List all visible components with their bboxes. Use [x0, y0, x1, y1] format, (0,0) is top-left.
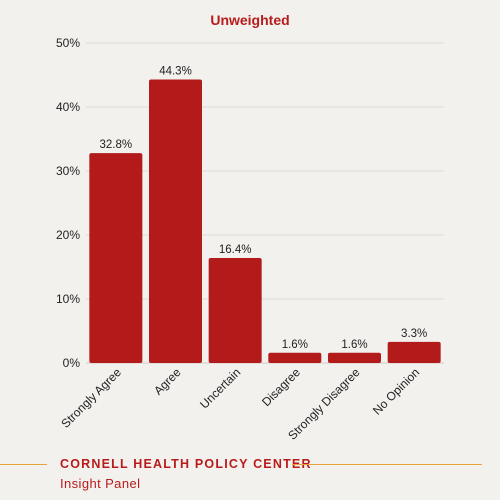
bar — [328, 352, 381, 363]
bar-value-label: 32.8% — [100, 139, 133, 151]
bar-chart: Unweighted 0% 10% 20% 30% 40% 50% 32.8% Strongl… — [56, 12, 444, 443]
chart-title: Unweighted — [210, 12, 289, 28]
y-tick-label: 50% — [56, 36, 80, 50]
y-tick-label: 40% — [56, 100, 80, 114]
bar — [268, 352, 322, 363]
y-tick-label: 0% — [63, 356, 81, 370]
bar — [387, 341, 441, 363]
x-tick-label: Disagree — [259, 365, 303, 409]
bar-value-label: 1.6% — [341, 339, 367, 351]
bar — [149, 79, 202, 363]
x-tick-label: Agree — [151, 365, 184, 398]
x-tick-label: Uncertain — [197, 365, 243, 411]
bar — [208, 258, 262, 363]
y-tick-label: 20% — [56, 228, 80, 242]
footer-rule-right — [292, 464, 482, 465]
bar-value-label: 16.4% — [219, 244, 252, 256]
footer-subtitle: Insight Panel — [60, 476, 141, 491]
footer-organization: CORNELL HEALTH POLICY CENTER — [60, 457, 312, 471]
y-tick-label: 10% — [56, 292, 80, 306]
x-tick-label: No Opinion — [370, 365, 422, 417]
footer-rule-left — [0, 464, 47, 465]
x-tick-label: Strongly Agree — [58, 365, 124, 431]
bar — [89, 153, 143, 363]
bar-value-label: 44.3% — [159, 65, 192, 77]
y-tick-label: 30% — [56, 164, 80, 178]
bar-value-label: 1.6% — [282, 339, 308, 351]
bar-value-label: 3.3% — [401, 328, 427, 340]
footer: CORNELL HEALTH POLICY CENTER Insight Pan… — [0, 455, 500, 500]
